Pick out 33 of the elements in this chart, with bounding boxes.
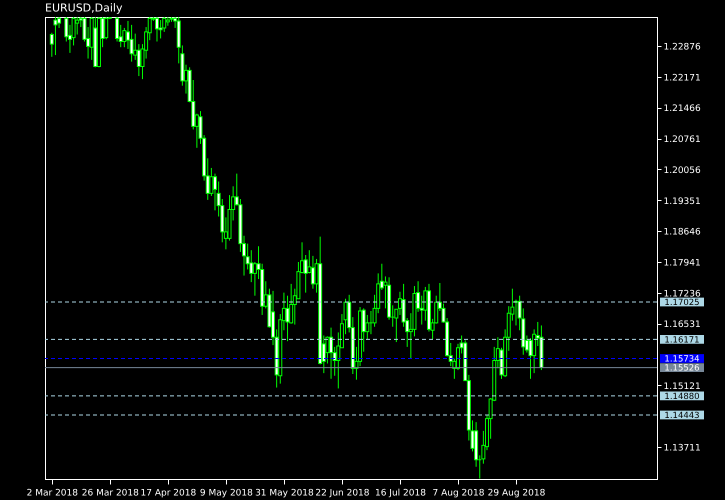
x-tick-label: 26 Mar 2018	[82, 488, 140, 498]
y-tick-label: 1.16531	[664, 320, 701, 330]
x-tick-label: 29 Aug 2018	[488, 488, 546, 498]
candlestick	[104, 16, 108, 40]
y-tick-label: 1.22171	[664, 73, 701, 84]
y-tick-label: 1.17941	[664, 258, 701, 268]
x-tick-label: 22 Jun 2018	[315, 488, 370, 498]
y-tick-label: 1.13711	[664, 444, 701, 454]
chart-title: EURUSD,Daily	[45, 2, 123, 14]
ref-line-label: 1.15734	[664, 354, 700, 365]
x-tick-label: 9 May 2018	[200, 488, 254, 498]
x-tick-label: 2 Mar 2018	[26, 488, 78, 498]
candlestick	[158, 20, 163, 39]
candlestick	[329, 327, 334, 380]
y-tick-label: 1.19351	[664, 196, 701, 207]
y-tick-label: 1.20761	[664, 135, 701, 146]
y-tick-label: 1.21466	[664, 104, 701, 114]
candlestick	[130, 24, 134, 62]
ref-line-label: 1.14443	[664, 410, 700, 421]
candlestick	[75, 16, 80, 35]
ref-line-label: 1.15526	[664, 364, 700, 374]
ref-line-label: 1.14880	[664, 392, 700, 402]
y-tick-label: 1.18646	[664, 228, 701, 238]
y-tick-label: 1.15121	[664, 382, 701, 392]
y-tick-label: 1.22876	[664, 42, 701, 53]
ref-line-label: 1.17025	[664, 298, 700, 308]
x-tick-label: 16 Jul 2018	[374, 488, 426, 498]
y-tick-label: 1.17236	[664, 289, 701, 300]
ref-line-label: 1.16171	[664, 335, 700, 346]
x-tick-label: 17 Apr 2018	[140, 488, 196, 498]
x-tick-label: 31 May 2018	[255, 488, 314, 498]
y-tick-label: 1.20056	[664, 166, 701, 176]
x-tick-label: 7 Aug 2018	[432, 488, 485, 498]
